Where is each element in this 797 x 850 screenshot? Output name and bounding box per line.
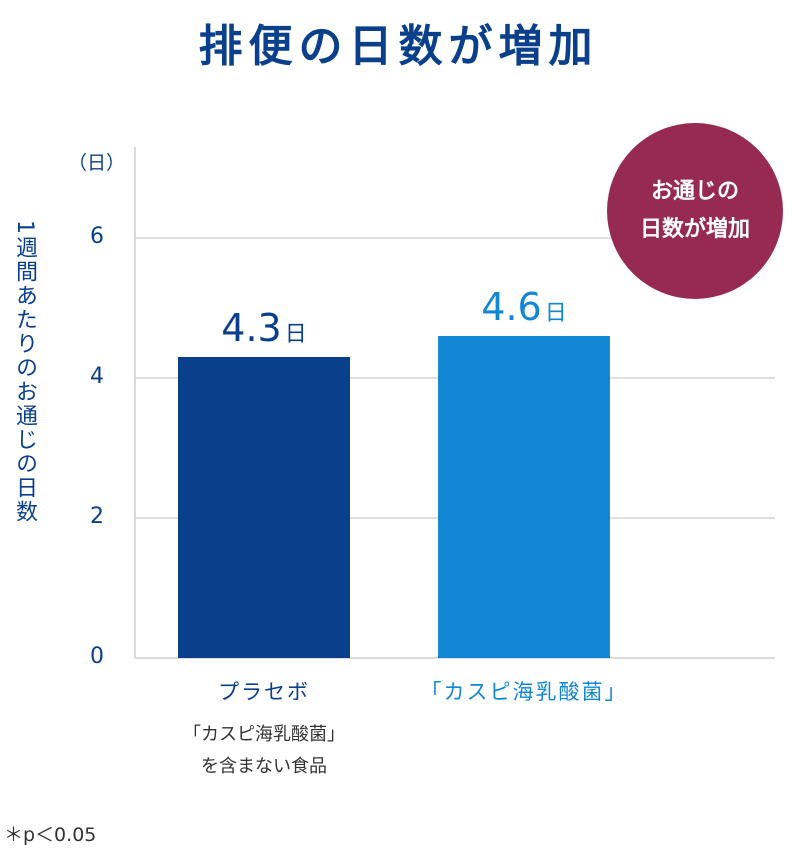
y-unit-label: （日） bbox=[68, 152, 126, 174]
data-label-unit: 日 bbox=[285, 322, 307, 347]
chart-title: 排便の日数が増加 bbox=[198, 21, 599, 72]
data-label-value: 4.3 bbox=[221, 306, 281, 350]
y-tick-label: 2 bbox=[90, 504, 104, 529]
data-label-unit: 日 bbox=[545, 301, 567, 326]
y-axis-label: 1週間あたりのお通じの日数 bbox=[12, 220, 37, 524]
y-tick-label: 6 bbox=[90, 224, 104, 249]
placebo-sublabel-1: 「カスピ海乳酸菌」 bbox=[183, 724, 345, 745]
badge-line-2: 日数が増加 bbox=[639, 217, 750, 242]
data-label-caspian: 4.6 日 bbox=[481, 285, 566, 329]
bar-caspian bbox=[438, 336, 610, 658]
data-label-value: 4.6 bbox=[481, 285, 541, 329]
x-category-placebo: プラセボ bbox=[218, 680, 310, 704]
y-tick-label: 0 bbox=[90, 644, 104, 669]
bar-placebo bbox=[178, 357, 350, 658]
footnote: ＊p＜0.05 bbox=[4, 824, 97, 846]
placebo-sublabel-2: を含まない食品 bbox=[201, 756, 327, 777]
y-tick-label: 4 bbox=[90, 364, 104, 389]
badge-line-1: お通じの bbox=[650, 179, 739, 204]
highlight-badge: お通じの 日数が増加 bbox=[607, 123, 783, 299]
data-label-placebo: 4.3 日 bbox=[221, 306, 306, 350]
x-category-caspian: 「カスピ海乳酸菌」 bbox=[420, 680, 628, 704]
